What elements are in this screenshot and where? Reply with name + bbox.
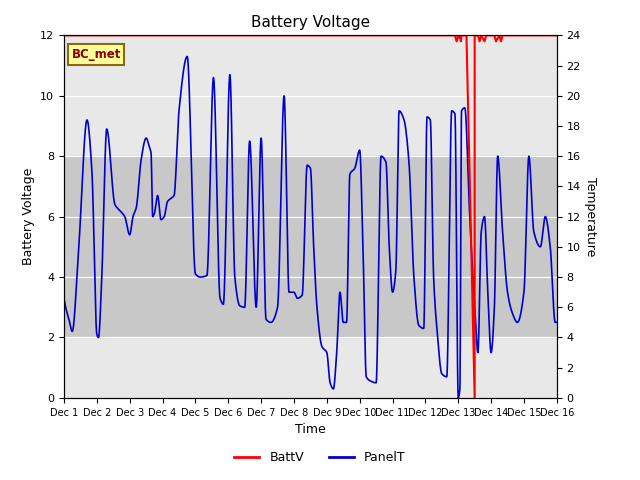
Y-axis label: Battery Voltage: Battery Voltage bbox=[22, 168, 35, 265]
X-axis label: Time: Time bbox=[295, 423, 326, 436]
Text: BC_met: BC_met bbox=[72, 48, 121, 61]
Title: Battery Voltage: Battery Voltage bbox=[251, 15, 370, 30]
Legend: BattV, PanelT: BattV, PanelT bbox=[229, 446, 411, 469]
Y-axis label: Temperature: Temperature bbox=[584, 177, 597, 256]
Bar bbox=[64, 156, 557, 337]
